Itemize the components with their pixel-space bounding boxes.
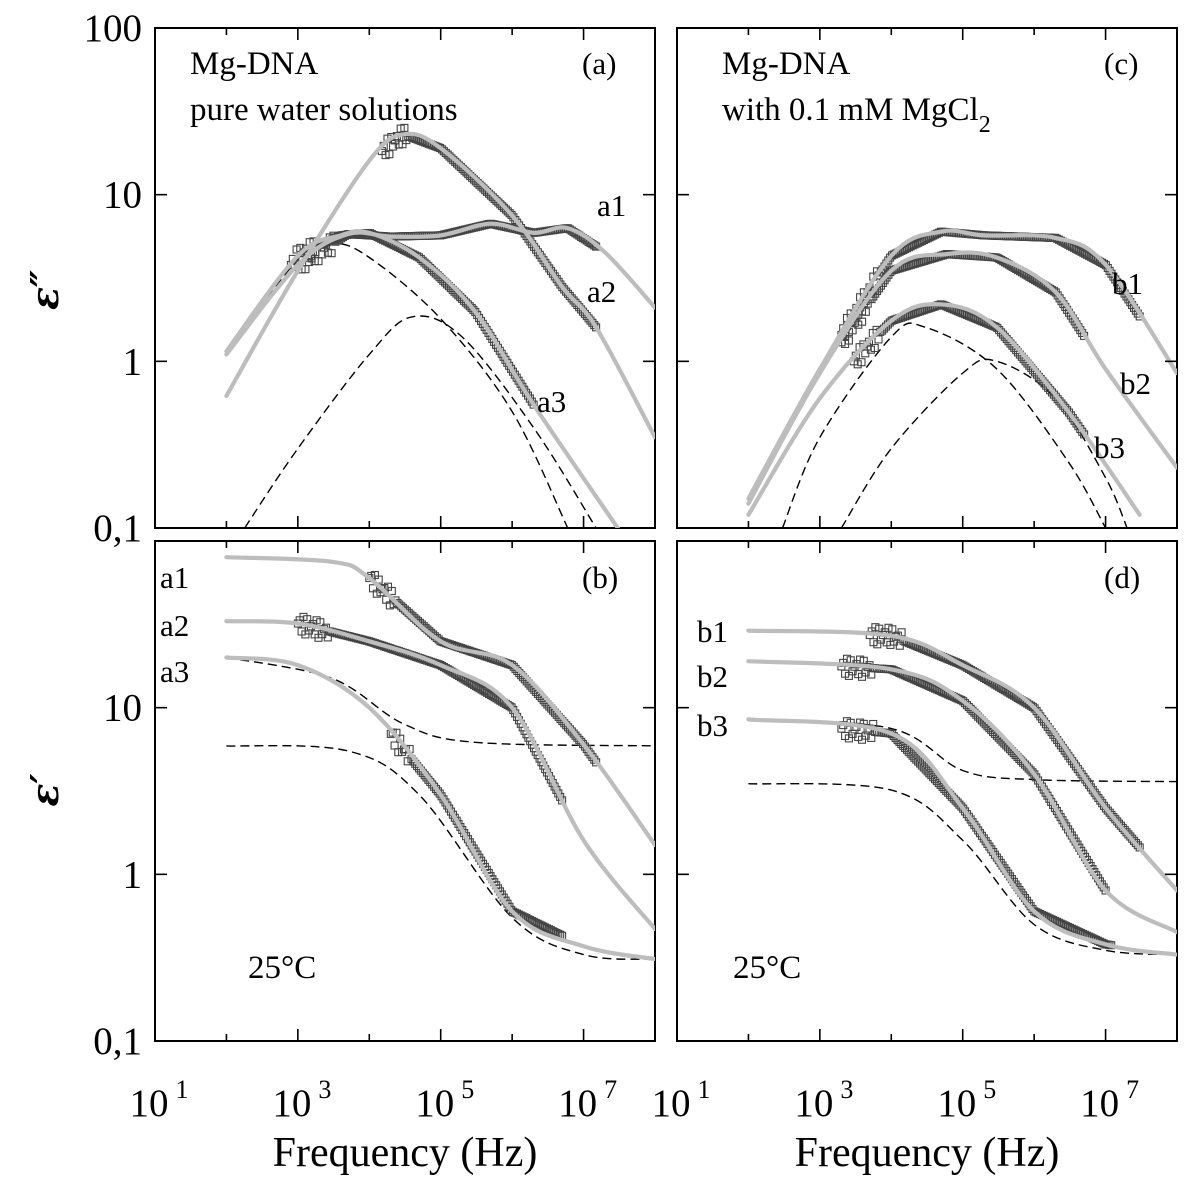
fit-line-d-b2 [746, 659, 1177, 935]
data-point-b2 [844, 336, 853, 345]
x-tick-label-exponent: 3 [840, 1075, 853, 1104]
curve-label-a2-top: a2 [587, 274, 616, 309]
panel-d-letter: (d) [1104, 560, 1140, 595]
y-tick-label-bottom: 10 [103, 687, 142, 730]
data-point-b3 [874, 335, 883, 344]
fit-line-a-a3 [224, 228, 620, 528]
fit-line-b-a3 [224, 655, 655, 962]
x-axis-title-right: Frequency (Hz) [795, 1130, 1060, 1176]
curve-label-b3-top: b3 [1094, 430, 1125, 465]
data-point-b2 [1101, 886, 1110, 895]
y-tick-label-top: 1 [123, 340, 143, 383]
curve-label-b1-bottom: b1 [697, 614, 728, 649]
y-axis-title-top: ε″ [22, 270, 67, 310]
fit-line-b-a1 [224, 555, 655, 848]
panel-b: (b) a1 a2 a3 25°C [154, 540, 656, 1042]
panel-c-letter: (c) [1104, 46, 1138, 81]
panel-c-sample-label: Mg-DNA [722, 46, 850, 82]
x-tick-label: 10 [652, 1082, 691, 1125]
curve-label-a1-top: a1 [597, 188, 626, 223]
panel-b-frame [154, 540, 656, 1042]
curve-label-a1-bottom: a1 [160, 560, 189, 595]
data-point-a1 [327, 249, 336, 258]
data-point-a3 [390, 741, 399, 750]
panel-c-condition-label: with 0.1 mM MgCl2 [722, 92, 991, 138]
data-point-a2 [400, 123, 409, 132]
x-tick-label-exponent: 5 [983, 1075, 996, 1104]
y-axis-title-bottom: ε′ [22, 773, 67, 806]
panel-a-condition-label: pure water solutions [190, 92, 458, 128]
fit-line-a-a3-component-2 [244, 315, 597, 528]
curve-label-a2-bottom: a2 [160, 608, 189, 643]
data-point-a1 [387, 586, 396, 596]
fit-line-b-a3-component-1 [226, 656, 655, 747]
x-tick-label: 10 [937, 1082, 976, 1125]
data-point-b2 [858, 317, 867, 326]
fit-line-c-b3-component-2 [840, 358, 1128, 528]
fit-line-b-a2 [224, 619, 655, 932]
x-tick-label-exponent: 1 [698, 1075, 711, 1104]
data-point-b3 [857, 358, 866, 367]
data-point-a2 [385, 150, 394, 159]
curve-label-b3-bottom: b3 [697, 708, 728, 743]
x-tick-label-exponent: 7 [604, 1075, 617, 1104]
y-tick-label-top: 10 [103, 174, 142, 217]
panel-a-frame [154, 27, 656, 529]
curve-label-b1-top: b1 [1112, 266, 1143, 301]
x-tick-label: 10 [794, 1082, 833, 1125]
data-point-b3 [870, 343, 879, 353]
fit-line-d-b1 [746, 628, 1177, 893]
y-tick-label-top: 0,1 [93, 507, 142, 550]
fit-line-a-a3-component-1 [225, 242, 569, 528]
x-tick-label-exponent: 7 [1126, 1075, 1139, 1104]
fit-line-c-b1 [746, 228, 1177, 501]
y-tick-label-bottom: 1 [123, 853, 143, 896]
fit-line-b-a3-component-2 [226, 744, 655, 960]
panel-b-letter: (b) [582, 560, 618, 595]
data-point-a1 [378, 585, 387, 594]
panel-a-letter: (a) [582, 46, 616, 81]
panel-c-frame [676, 27, 1178, 529]
data-point-a2 [389, 142, 398, 151]
panel-c: Mg-DNA with 0.1 mM MgCl2 (c) b1 b2 b3 [676, 27, 1178, 529]
fit-line-d-b3-component-1 [748, 718, 1177, 783]
fit-line-c-b3 [746, 301, 1142, 517]
fit-line-c-b3-component-1 [781, 322, 1107, 528]
x-tick-label: 10 [415, 1082, 454, 1125]
curve-label-a3-top: a3 [537, 384, 566, 419]
x-tick-label: 10 [1080, 1082, 1119, 1125]
panel-b-temperature: 25°C [248, 950, 316, 986]
x-tick-label: 10 [558, 1082, 597, 1125]
fit-line-a-a2 [224, 131, 655, 440]
x-tick-label: 10 [272, 1082, 311, 1125]
x-tick-label-exponent: 1 [176, 1075, 189, 1104]
fit-line-c-b2 [746, 250, 1177, 506]
data-point-b2 [861, 307, 870, 316]
curve-label-a3-bottom: a3 [160, 654, 189, 689]
x-tick-label: 10 [130, 1082, 169, 1125]
panel-d: (d) b1 b2 b3 25°C [676, 540, 1178, 1042]
panel-a-sample-label: Mg-DNA [190, 46, 318, 82]
panel-d-frame [676, 540, 1178, 1042]
curve-label-b2-bottom: b2 [697, 659, 728, 694]
y-tick-label-bottom: 0,1 [93, 1020, 142, 1063]
x-axis-title-left: Frequency (Hz) [273, 1130, 538, 1176]
y-tick-label-top: 100 [84, 7, 143, 50]
panel-a: Mg-DNA pure water solutions (a) a1 a2 a3 [154, 27, 656, 529]
panel-d-temperature: 25°C [733, 950, 801, 986]
x-tick-label-exponent: 5 [461, 1075, 474, 1104]
fit-line-d-b3-component-2 [748, 782, 1177, 956]
x-tick-label-exponent: 3 [318, 1075, 331, 1104]
curve-label-b2-top: b2 [1120, 366, 1151, 401]
fit-line-d-b3 [746, 717, 1177, 957]
